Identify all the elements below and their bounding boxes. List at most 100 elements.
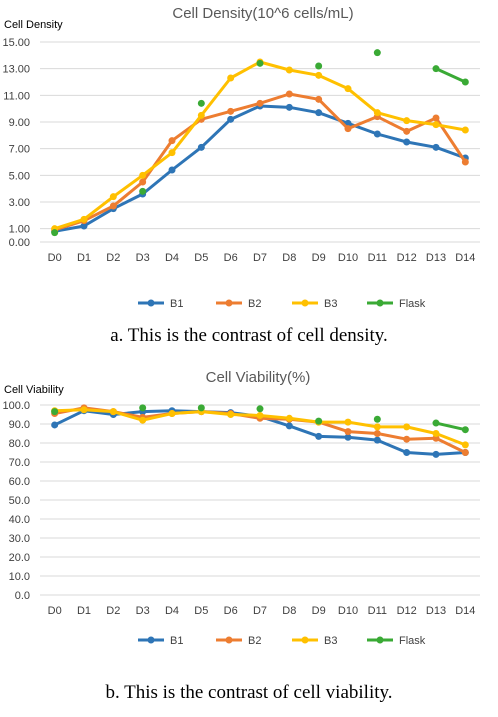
x-tick-label: D14 (455, 252, 475, 264)
series-line-segment (53, 409, 86, 427)
series-line-segment (258, 413, 291, 420)
legend-marker (301, 299, 309, 307)
y-tick-label: 90.0 (9, 419, 30, 431)
legend-item-flask: Flask (367, 635, 426, 647)
data-point (285, 414, 293, 422)
series-line-segment (82, 195, 115, 221)
data-point (344, 85, 352, 93)
data-point (197, 143, 205, 151)
data-point (315, 71, 323, 79)
x-tick-label: D13 (426, 252, 446, 264)
legend-item-b3: B3 (292, 298, 337, 310)
caption-b: b. This is the contrast of cell viabilit… (105, 682, 393, 703)
series-line-segment (405, 451, 438, 456)
data-point (461, 449, 469, 456)
legend-label: B1 (170, 635, 183, 647)
x-tick-label: D1 (77, 605, 91, 617)
legend-item-b1: B1 (138, 298, 183, 310)
series-line-segment (258, 60, 291, 72)
legend-label: B2 (248, 635, 261, 647)
y-tick-label: 60.0 (9, 476, 30, 488)
data-point (373, 130, 381, 138)
x-tick-label: D0 (48, 252, 62, 264)
data-point (373, 436, 381, 444)
y-tick-label: 1.00 (9, 224, 30, 236)
data-point (139, 416, 147, 424)
x-tick-label: D1 (77, 252, 91, 264)
x-tick-label: D2 (106, 605, 120, 617)
x-tick-label: D3 (136, 252, 150, 264)
series-line-segment (287, 424, 321, 438)
series-line-segment (53, 217, 86, 231)
x-tick-label: D4 (165, 252, 179, 264)
series-line-segment (405, 140, 438, 149)
series-line-segment (434, 67, 467, 84)
x-tick-label: D10 (338, 605, 358, 617)
y-tick-label: 11.00 (3, 90, 30, 102)
data-point (109, 193, 117, 201)
data-point (432, 114, 440, 122)
y-axis-label: Cell Viability (4, 384, 64, 396)
series-line-segment (346, 420, 379, 429)
data-point (461, 78, 469, 86)
series-line-segment (346, 87, 379, 115)
series-line-segment (317, 73, 350, 91)
data-point (432, 143, 440, 151)
data-point (461, 126, 469, 134)
data-point (168, 149, 176, 157)
series-line-segment (82, 408, 115, 414)
series-line-segment (317, 111, 350, 125)
x-tick-label: D5 (194, 252, 208, 264)
series-line-segment (405, 119, 438, 127)
series-line-segment (434, 451, 467, 456)
data-point (432, 65, 440, 73)
data-point (432, 430, 440, 437)
series-line-segment (375, 111, 409, 123)
series-line-segment (229, 101, 262, 113)
series-line-segment (287, 416, 321, 424)
legend-marker (225, 636, 233, 644)
legend-marker (147, 636, 155, 644)
data-point (285, 103, 293, 111)
series-line-segment (141, 168, 174, 196)
legend-marker (147, 299, 155, 307)
data-point (403, 423, 411, 431)
legend-marker (376, 636, 384, 644)
series-line-segment (199, 410, 233, 416)
x-tick-label: D9 (312, 252, 326, 264)
y-tick-label: 100.0 (2, 400, 30, 412)
data-point (109, 408, 117, 416)
series-line-segment (258, 92, 291, 105)
legend-label: B2 (248, 298, 261, 310)
caption-a: a. This is the contrast of cell density. (110, 325, 388, 346)
data-point (315, 109, 323, 117)
data-point (285, 90, 293, 98)
legend-item-b2: B2 (216, 635, 261, 647)
x-tick-label: D3 (136, 605, 150, 617)
data-point (461, 441, 469, 449)
x-tick-label: D9 (312, 605, 326, 617)
series-line-segment (229, 60, 262, 80)
series-line-segment (53, 408, 86, 413)
x-tick-label: D4 (165, 605, 179, 617)
data-point (168, 137, 176, 145)
data-point (315, 432, 323, 440)
data-point (432, 419, 440, 427)
y-tick-label: 3.00 (9, 197, 30, 209)
data-point (403, 138, 411, 146)
legend-label: Flask (399, 635, 426, 647)
data-point (461, 158, 469, 166)
legend-marker (376, 299, 384, 307)
legend-item-b2: B2 (216, 298, 261, 310)
x-tick-label: D12 (397, 605, 417, 617)
data-point (373, 49, 381, 57)
series-line-segment (434, 421, 467, 432)
y-tick-label: 50.0 (9, 495, 30, 507)
series-line-segment (405, 116, 438, 133)
data-point (373, 109, 381, 117)
series-line-segment (111, 192, 145, 211)
legend-item-b3: B3 (292, 635, 337, 647)
legend-item-b1: B1 (138, 635, 183, 647)
series-line-segment (317, 420, 350, 434)
data-point (168, 410, 176, 418)
